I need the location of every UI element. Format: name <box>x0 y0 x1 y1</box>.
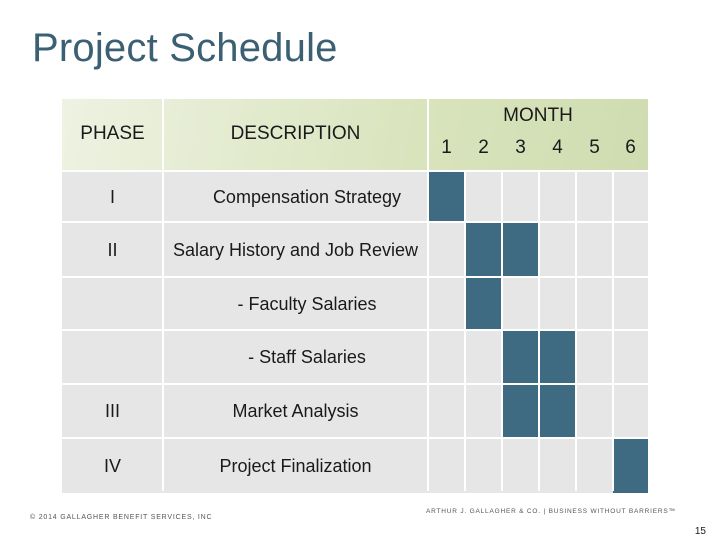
phase-cell: III <box>104 401 120 421</box>
grid-line-horizontal <box>62 329 648 331</box>
table-row <box>62 277 648 330</box>
month-bar-cell <box>613 438 648 493</box>
header-month-number: 1 <box>441 137 452 158</box>
grid-line-vertical <box>162 99 164 491</box>
header-month-number: 3 <box>515 137 526 158</box>
description-cell: Project Finalization <box>219 455 372 476</box>
month-bar-cell <box>465 222 502 277</box>
phase-cell <box>62 330 163 384</box>
phase-cell: IV <box>103 455 121 476</box>
tagline-text: ARTHUR J. GALLAGHER & CO. | BUSINESS WIT… <box>426 508 676 515</box>
month-bar-cell <box>502 330 539 384</box>
description-cell: Salary History and Job Review <box>172 239 419 260</box>
header-description: DESCRIPTION <box>230 123 361 144</box>
grid-line-horizontal <box>62 221 648 223</box>
description-cell: Market Analysis <box>232 401 359 421</box>
grid-line-horizontal <box>62 276 648 278</box>
grid-line-horizontal <box>62 383 648 385</box>
grid-line-vertical <box>612 171 614 491</box>
grid-line-vertical <box>501 171 503 491</box>
month-bar-cell <box>465 277 502 330</box>
month-bar-cell <box>502 384 539 438</box>
description-cell: - Faculty Salaries <box>237 293 377 314</box>
phase-cell: I <box>109 186 115 207</box>
schedule-table: PHASE DESCRIPTION MONTH 1 2 3 4 5 6 I Compensation… <box>62 99 648 493</box>
phase-cell: II <box>107 239 118 260</box>
header-month-number: 4 <box>552 137 563 158</box>
phase-cell <box>62 277 163 330</box>
grid-line-vertical <box>575 171 577 491</box>
table-row <box>62 171 648 222</box>
month-bar-cell <box>539 330 576 384</box>
header-month-number: 6 <box>625 137 636 158</box>
grid-line-vertical <box>464 171 466 491</box>
description-cell: - Staff Salaries <box>248 347 366 367</box>
header-month: MONTH <box>503 105 573 126</box>
table-header <box>62 99 648 171</box>
grid-line-horizontal <box>62 437 648 439</box>
copyright-text: © 2014 GALLAGHER BENEFIT SERVICES, INC <box>30 514 213 521</box>
grid-line-horizontal <box>62 170 648 172</box>
header-month-number: 2 <box>478 137 489 158</box>
page-title: Project Schedule <box>32 26 338 70</box>
grid-line-vertical <box>427 99 429 491</box>
month-bar-cell <box>539 384 576 438</box>
grid-line-vertical <box>538 171 540 491</box>
table-row <box>62 438 648 493</box>
header-phase: PHASE <box>80 123 145 144</box>
month-bar-cell <box>428 171 465 222</box>
page-number: 15 <box>694 526 706 537</box>
description-cell: Compensation Strategy <box>212 186 402 207</box>
table-row <box>62 222 648 277</box>
month-bar-cell <box>502 222 539 277</box>
header-month-number: 5 <box>589 137 600 158</box>
